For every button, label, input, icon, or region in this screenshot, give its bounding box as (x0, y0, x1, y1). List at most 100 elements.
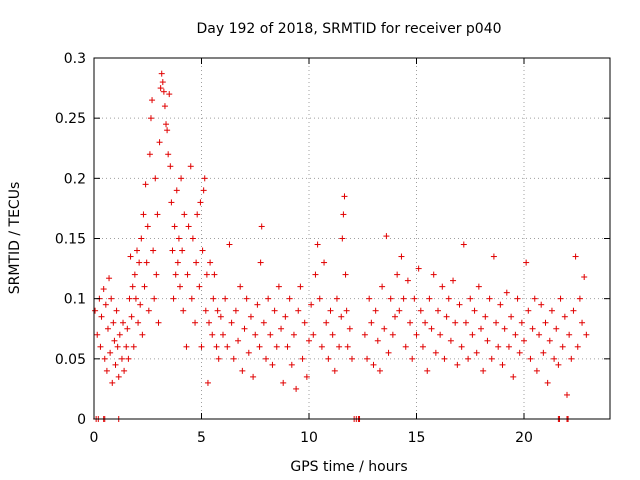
data-point (178, 175, 185, 182)
data-point (180, 307, 187, 314)
data-point (113, 307, 120, 314)
data-point (340, 211, 347, 218)
data-point (189, 235, 196, 242)
data-point (197, 199, 204, 206)
data-point (250, 373, 257, 380)
data-point (475, 283, 482, 290)
data-point (364, 355, 371, 362)
data-point (482, 313, 489, 320)
data-point (92, 307, 99, 314)
data-point (157, 85, 164, 92)
data-point (173, 187, 180, 194)
data-point (169, 247, 176, 254)
data-point (424, 367, 431, 374)
data-point (220, 331, 226, 338)
data-point (258, 223, 265, 230)
data-point (490, 253, 497, 260)
data-point (505, 343, 512, 350)
data-point (346, 325, 353, 332)
data-point (237, 283, 244, 290)
data-point (217, 313, 224, 320)
data-point (473, 349, 480, 356)
data-point (368, 319, 375, 326)
data-point (158, 70, 165, 77)
data-point (303, 373, 310, 380)
data-point (198, 343, 205, 350)
data-point (101, 355, 108, 362)
data-point (572, 253, 579, 260)
tick-labels: 0 0.05 0.1 0.15 0.2 0.25 0.3 0 5 10 15 20 (55, 51, 533, 446)
data-point (102, 301, 109, 308)
data-point (215, 355, 222, 362)
data-point (381, 325, 388, 332)
data-point (529, 325, 536, 332)
data-point (293, 385, 300, 392)
y-tick-label: 0.15 (55, 232, 86, 248)
data-point (316, 295, 323, 302)
data-point (508, 313, 515, 320)
y-tick-label: 0.05 (55, 352, 86, 368)
data-point (141, 283, 148, 290)
data-point (456, 301, 463, 308)
data-point (325, 355, 332, 362)
data-point (137, 301, 144, 308)
data-point (581, 274, 588, 281)
data-point (278, 325, 285, 332)
data-point (124, 325, 131, 332)
data-point (435, 307, 441, 314)
data-point (166, 91, 173, 98)
data-point (333, 295, 340, 302)
data-point (488, 355, 495, 362)
data-point (533, 367, 540, 374)
data-point (135, 319, 142, 326)
data-point (467, 295, 474, 302)
data-point (104, 325, 111, 332)
data-point (152, 175, 159, 182)
data-point (139, 331, 146, 338)
x-tick-label: 5 (197, 430, 206, 446)
x-tick-label: 15 (408, 430, 426, 446)
data-point (254, 301, 261, 308)
data-point (458, 343, 465, 350)
data-point (129, 283, 136, 290)
data-point (503, 289, 510, 296)
data-point (222, 295, 229, 302)
data-point (583, 331, 590, 338)
data-point (134, 247, 140, 254)
data-point (336, 343, 343, 350)
data-point (209, 331, 216, 338)
data-point (553, 325, 560, 332)
data-point (271, 307, 278, 314)
x-tick-label: 0 (90, 430, 99, 446)
data-point (323, 319, 330, 326)
data-points (92, 70, 590, 422)
data-point (437, 331, 444, 338)
y-tick-label: 0 (77, 412, 86, 428)
data-point (465, 355, 472, 362)
data-point (125, 355, 132, 362)
data-point (204, 379, 211, 386)
data-point (108, 295, 115, 302)
data-point (361, 331, 368, 338)
data-point (241, 325, 248, 332)
data-point (527, 355, 534, 362)
data-point (546, 337, 553, 344)
data-point (542, 319, 549, 326)
data-point (232, 307, 239, 314)
data-point (149, 97, 156, 104)
data-point (404, 277, 411, 284)
data-point (389, 331, 396, 338)
data-point (566, 331, 573, 338)
data-point (318, 343, 325, 350)
data-point (521, 337, 527, 344)
data-point (167, 163, 174, 170)
data-point (172, 271, 179, 278)
data-point (497, 301, 504, 308)
data-point (516, 349, 523, 356)
data-point (121, 367, 128, 374)
data-point (284, 343, 291, 350)
data-point (366, 295, 373, 302)
data-point (143, 259, 150, 266)
data-point (331, 367, 338, 374)
